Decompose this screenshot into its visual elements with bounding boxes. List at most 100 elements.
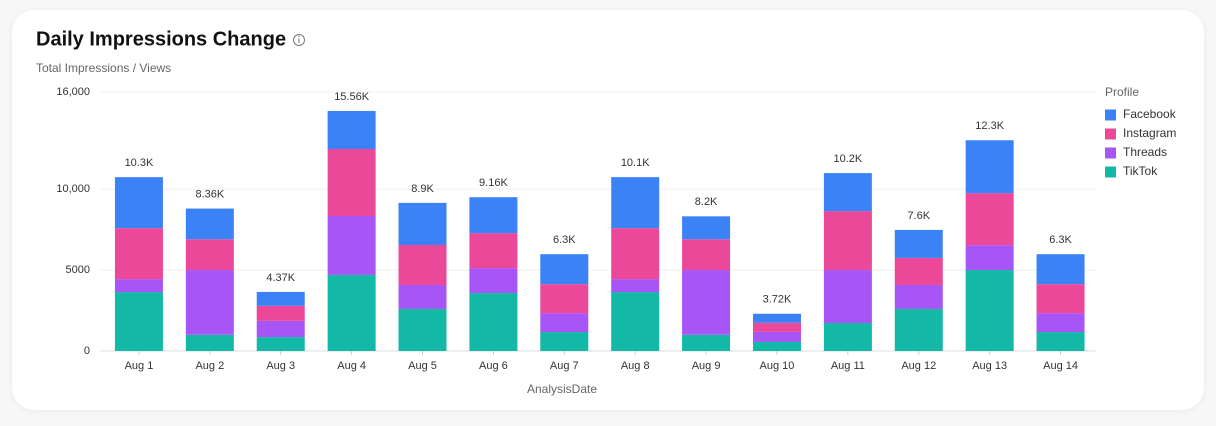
- legend-label: Facebook: [1123, 107, 1177, 121]
- x-tick-label: Aug 10: [760, 360, 795, 372]
- bar-segment: [965, 140, 1014, 194]
- total-label: 10.1K: [621, 157, 650, 169]
- x-tick-label: Aug 2: [195, 360, 224, 372]
- legend-title: Profile: [1105, 85, 1139, 99]
- bar-segment: [327, 110, 376, 149]
- y-tick-label: 10,000: [56, 183, 90, 195]
- x-tick-label: Aug 14: [1043, 360, 1078, 372]
- bar-segment: [469, 293, 518, 351]
- x-tick-label: Aug 5: [408, 360, 437, 372]
- x-tick-label: Aug 8: [621, 360, 650, 372]
- bar-segment: [469, 197, 518, 234]
- x-tick-label: Aug 12: [901, 360, 936, 372]
- legend-label: Threads: [1123, 145, 1167, 159]
- bar-segment: [185, 270, 234, 335]
- legend-swatch: [1105, 128, 1116, 140]
- bar-segment: [398, 284, 447, 309]
- bar-segment: [398, 202, 447, 245]
- bar-segment: [469, 268, 518, 294]
- bar-segment: [965, 245, 1014, 271]
- total-label: 7.6K: [907, 210, 930, 222]
- bar-segment: [823, 173, 872, 212]
- total-label: 8.36K: [195, 188, 224, 200]
- total-label: 10.3K: [125, 157, 154, 169]
- bar-segment: [682, 334, 731, 351]
- total-label: 8.2K: [695, 196, 718, 208]
- total-label: 6.3K: [553, 234, 576, 246]
- bar-segment: [611, 292, 660, 351]
- total-label: 3.72K: [763, 294, 792, 306]
- bar-segment: [540, 254, 589, 285]
- bar-segment: [611, 177, 660, 229]
- bar-segment: [682, 270, 731, 335]
- bar-segment: [114, 177, 163, 229]
- y-tick-label: 0: [84, 345, 90, 357]
- x-tick-label: Aug 13: [972, 360, 1007, 372]
- bar-segment: [327, 215, 376, 275]
- bar-segment: [611, 279, 660, 293]
- y-tick-label: 16,000: [56, 86, 90, 98]
- x-tick-label: Aug 11: [831, 360, 865, 372]
- bar-segment: [540, 313, 589, 333]
- bar-segment: [823, 270, 872, 323]
- bar-segment: [1036, 254, 1085, 285]
- legend-label: TikTok: [1123, 164, 1158, 178]
- bar-segment: [611, 228, 660, 280]
- bar-segment: [114, 292, 163, 351]
- bar-segment: [894, 257, 943, 285]
- x-tick-label: Aug 9: [692, 360, 721, 372]
- bar-segment: [894, 229, 943, 258]
- bar-segment: [823, 211, 872, 271]
- bar-segment: [327, 274, 376, 351]
- x-axis-label: AnalysisDate: [527, 382, 597, 396]
- bar-segment: [682, 239, 731, 271]
- info-icon[interactable]: [293, 34, 305, 46]
- bar-segment: [965, 270, 1014, 351]
- bar-segment: [256, 320, 305, 338]
- legend-label: Instagram: [1123, 126, 1176, 140]
- total-label: 6.3K: [1049, 234, 1072, 246]
- bar-segment: [256, 337, 305, 351]
- x-tick-label: Aug 7: [550, 360, 579, 372]
- y-tick-label: 5000: [66, 264, 90, 276]
- total-label: 9.16K: [479, 177, 508, 189]
- bar-segment: [965, 193, 1014, 246]
- x-tick-label: Aug 3: [266, 360, 295, 372]
- bar-segment: [752, 341, 801, 351]
- bar-segment: [114, 279, 163, 293]
- bar-segment: [752, 322, 801, 332]
- bar-segment: [752, 331, 801, 342]
- bar-segment: [327, 148, 376, 216]
- legend-swatch: [1105, 147, 1116, 159]
- total-label: 12.3K: [975, 120, 1004, 132]
- bar-segment: [185, 239, 234, 271]
- bar-segment: [398, 244, 447, 285]
- bar-segment: [1036, 313, 1085, 333]
- bar-segment: [185, 334, 234, 351]
- x-tick-label: Aug 1: [125, 360, 154, 372]
- legend-swatch: [1105, 109, 1116, 121]
- bar-segment: [682, 216, 731, 240]
- bar-segment: [894, 284, 943, 309]
- bar-segment: [894, 308, 943, 351]
- bar-segment: [398, 308, 447, 351]
- bar-segment: [540, 332, 589, 351]
- total-label: 4.37K: [266, 272, 295, 284]
- bar-segment: [256, 291, 305, 306]
- chart-title: Daily Impressions Change: [36, 28, 286, 50]
- bar-segment: [540, 284, 589, 314]
- total-label: 15.56K: [334, 91, 370, 103]
- bar-segment: [823, 322, 872, 351]
- total-label: 8.9K: [411, 183, 434, 195]
- bar-segment: [1036, 284, 1085, 314]
- legend-swatch: [1105, 166, 1116, 178]
- chart-subtitle: Total Impressions / Views: [36, 61, 171, 75]
- bar-segment: [1036, 332, 1085, 351]
- bar-segment: [469, 233, 518, 269]
- bar-segment: [185, 208, 234, 240]
- total-label: 10.2K: [834, 153, 863, 165]
- bar-segment: [114, 228, 163, 280]
- bar-segment: [752, 313, 801, 323]
